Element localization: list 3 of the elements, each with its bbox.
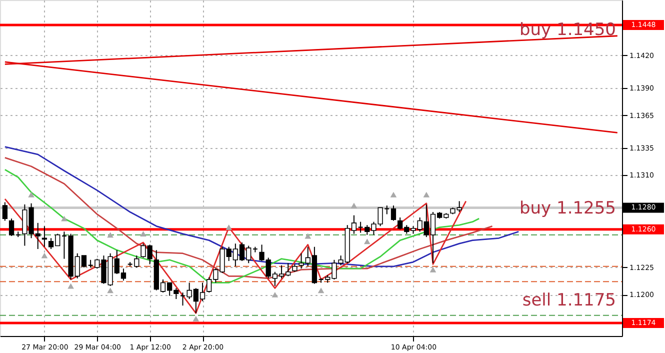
annotation: buy 1.1450 <box>519 20 616 40</box>
annotation: buy 1.1255 <box>519 198 616 218</box>
annotation: sell 1.1175 <box>522 290 616 311</box>
